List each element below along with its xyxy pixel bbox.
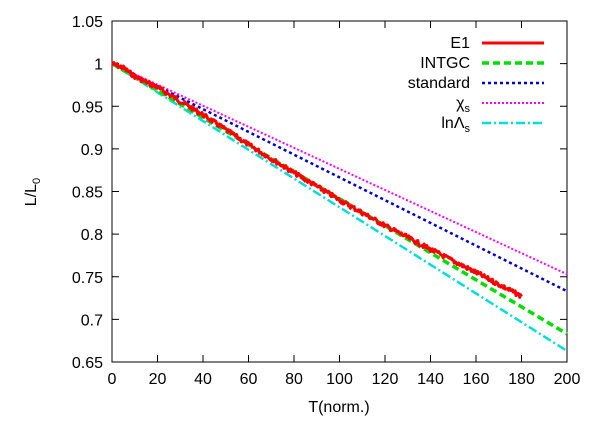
x-tick-label: 140 — [417, 371, 444, 388]
axis-ticks: 0 20 40 60 80 100 120 140 160 180 200 0.65 0.7 0.75 0.… — [72, 14, 581, 388]
y-tick-label: 0.95 — [72, 99, 103, 116]
x-tick-label: 60 — [240, 371, 258, 388]
series-line-dotted — [111, 62, 568, 293]
y-axis-label-sub: 0 — [31, 178, 43, 184]
x-tick-label: 0 — [108, 371, 117, 388]
y-tick-label: 0.75 — [72, 270, 103, 287]
x-axis-label: T(norm.) — [308, 399, 369, 416]
y-tick-label: 1.05 — [72, 14, 103, 31]
x-tick-label: 40 — [194, 371, 212, 388]
series-line-dashdot — [111, 62, 568, 352]
x-tick-label: 80 — [285, 371, 303, 388]
x-tick-label: 200 — [554, 371, 581, 388]
y-tick-label: 0.9 — [81, 142, 103, 159]
legend-label: χs — [456, 95, 470, 115]
y-tick-label: 0.7 — [81, 312, 103, 329]
y-tick-label: 0.65 — [72, 355, 103, 372]
x-tick-label: 100 — [326, 371, 353, 388]
y-axis-label: L/L0 — [23, 178, 43, 206]
y-axis-label-main: L/L — [23, 184, 40, 206]
x-tick-label: 20 — [149, 371, 167, 388]
legend-label: lnΛs — [441, 115, 470, 135]
y-tick-label: 1 — [94, 57, 103, 74]
legend-label: E1 — [450, 35, 470, 52]
series-group — [111, 61, 568, 352]
x-tick-label: 120 — [372, 371, 399, 388]
x-tick-label: 160 — [463, 371, 490, 388]
y-tick-label: 0.8 — [81, 227, 103, 244]
y-tick-label: 0.85 — [72, 185, 103, 202]
series-line-dotted-fine — [111, 62, 568, 276]
plot-frame — [111, 20, 568, 363]
series-line-solid — [111, 61, 523, 299]
x-tick-label: 180 — [508, 371, 535, 388]
legend-label: standard — [408, 75, 470, 92]
legend-label: INTGC — [420, 55, 470, 72]
